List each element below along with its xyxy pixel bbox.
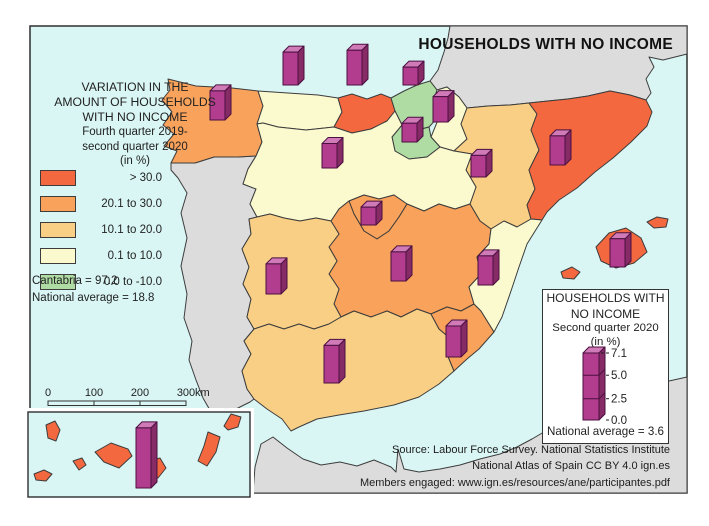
class-label: 10.1 to 20.0 [101, 224, 162, 236]
scale-unit: km [195, 387, 210, 399]
bar-aragon [470, 154, 487, 178]
legend-class-row: 0.1 to 10.0 [40, 243, 162, 269]
class-label: 0.1 to 10.0 [107, 250, 162, 262]
bar-canarias [135, 427, 152, 489]
tick-5-0: 5.0 [611, 370, 627, 382]
class-swatch-orange [40, 196, 76, 212]
variation-legend-classes: > 30.0 20.1 to 30.0 10.1 to 20.0 0.1 to … [40, 165, 162, 295]
note-national-average: National average = 18.8 [32, 292, 155, 304]
bar-side-asturias [297, 45, 305, 86]
region-cataluna [526, 90, 653, 221]
legend-class-row: 10.1 to 20.0 [40, 217, 162, 243]
class-swatch-cream [40, 248, 76, 264]
scale-label-100: 100 [85, 387, 103, 399]
bar-extremadura [265, 263, 282, 295]
bar-madrid [360, 206, 377, 226]
source-line: Source: Labour Force Survey. National St… [392, 444, 670, 456]
bars-layer [135, 43, 632, 489]
scale-label-200: 200 [131, 387, 149, 399]
class-swatch-red [40, 170, 76, 186]
bar-side-murcia [460, 319, 468, 358]
region-baleares-ibiza [560, 266, 581, 280]
note-cantabria: Cantabria = 97.2 [32, 275, 118, 287]
bar-cantabria [346, 49, 363, 86]
bar-side-andalucia [338, 338, 346, 384]
bar-side-cataluna [564, 129, 572, 166]
tick-7-1: 7.1 [611, 348, 627, 360]
island-fuerteventura [197, 431, 221, 467]
island-tenerife [94, 442, 133, 469]
bar-side-extremadura [280, 257, 288, 295]
class-swatch-tan [40, 222, 76, 238]
legend-title-line: AMOUNT OF HOUSEHOLDS [54, 95, 216, 109]
bar-galicia [209, 90, 226, 121]
bar-side-comunidad-valenciana [492, 249, 500, 286]
scale-label-0: 0 [45, 387, 51, 399]
legend-class-row: 0.0 to -10.0 [40, 269, 162, 295]
class-label: 0.0 to -10.0 [103, 276, 162, 288]
legend-subtitle-line: (in %) [119, 155, 151, 167]
source-block: Source: Labour Force Survey. National St… [360, 442, 670, 491]
bar-asturias [282, 51, 299, 86]
bar-side-cantabria [361, 43, 369, 86]
island-la-gomera [72, 457, 87, 471]
bar-side-navarra [447, 90, 455, 123]
bar-side-castilla-y-leon [336, 137, 344, 169]
level-legend-subtitle-line: Second quarter 2020 [552, 322, 659, 334]
page-title: HOUSEHOLDS WITH NO INCOME [418, 36, 673, 53]
bar-cataluna [549, 135, 566, 166]
legend-title-line: VARIATION IN THE [81, 80, 189, 94]
legend-subtitle-line: Fourth quarter 2019- [82, 126, 188, 138]
bar-castilla-y-leon [321, 143, 338, 169]
bar-andalucia [323, 344, 340, 384]
region-extremadura [241, 213, 342, 330]
bar-side-castilla-la-mancha [405, 245, 413, 282]
legend-class-row: 20.1 to 30.0 [40, 191, 162, 217]
class-label: > 30.0 [129, 172, 162, 184]
tick-0-0: 0.0 [611, 415, 627, 426]
class-swatch-green [40, 274, 76, 290]
bar-murcia [445, 325, 462, 358]
variation-legend-title: VARIATION IN THE AMOUNT OF HOUSEHOLDS WI… [30, 80, 240, 169]
tick-2-5: 2.5 [611, 394, 627, 406]
bar-castilla-la-mancha [390, 251, 407, 282]
level-legend-title-line: NO INCOME [570, 306, 641, 321]
bar-comunidad-valenciana [477, 255, 494, 286]
legend-title-line: WITH NO INCOME [82, 110, 188, 124]
bar-pais-vasco [402, 66, 419, 86]
source-line: Members engaged: www.ign.es/resources/an… [359, 476, 670, 489]
bar-la-rioja [401, 122, 418, 143]
legend-class-row: > 30.0 [40, 165, 162, 191]
legend-notes: Cantabria = 97.2 National average = 18.8 [32, 273, 154, 307]
level-legend-bar: 7.1 5.0 2.5 0.0 [582, 346, 627, 426]
legend-subtitle-line: second quarter 2020 [82, 140, 188, 153]
level-legend-box: HOUSEHOLDS WITH NO INCOME Second quarter… [542, 289, 669, 444]
island-lanzarote [223, 413, 242, 431]
scale-label-300: 300 [177, 387, 195, 399]
bar-baleares [609, 238, 626, 268]
class-label: 20.1 to 30.0 [101, 198, 162, 210]
bar-side-baleares [624, 232, 632, 268]
region-baleares-menorca [646, 216, 669, 229]
bar-side-canarias [150, 421, 158, 489]
level-legend-title-line: HOUSEHOLDS WITH [546, 291, 665, 305]
scale-bar: 0 100 200 300 km [45, 387, 210, 406]
region-asturias [256, 90, 343, 131]
source-line: National Atlas of Spain CC BY 4.0 ign.es [472, 460, 670, 473]
island-la-palma [45, 420, 61, 442]
bar-navarra [432, 96, 449, 123]
level-national-average: National average = 3.6 [547, 425, 664, 438]
level-legend-subtitle-line: (in %) [590, 336, 621, 348]
island-el-hierro [33, 469, 53, 482]
